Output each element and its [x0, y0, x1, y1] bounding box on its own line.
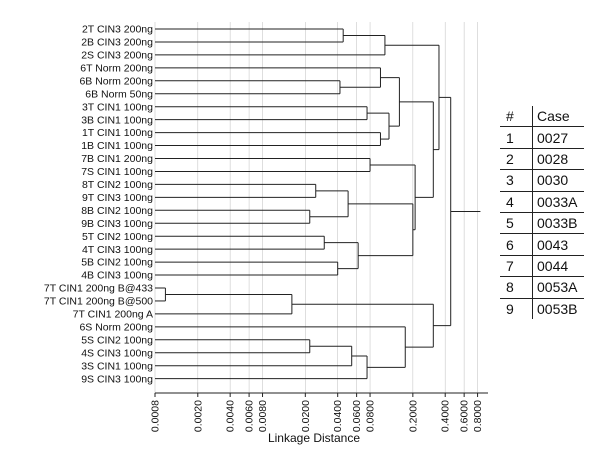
case-number: 9: [500, 298, 533, 319]
case-table-header: # Case: [500, 106, 584, 127]
case-number: 4: [500, 191, 533, 213]
case-id: 0028: [537, 150, 569, 167]
leaf-label: 5T CIN2 100ng: [82, 231, 153, 243]
case-id: 0053A: [537, 279, 578, 296]
x-tick-label: 0.2000: [407, 400, 419, 432]
case-number: 7: [500, 255, 533, 277]
x-tick-label: 0.8000: [472, 400, 484, 432]
leaf-label: 2S CIN3 200ng: [81, 50, 153, 62]
case-row: 7 0044: [500, 255, 584, 277]
x-tick-label: 0.0040: [225, 400, 237, 432]
case-number: 3: [500, 169, 533, 192]
case-id: 0027: [537, 129, 569, 146]
leaf-label: 6B Norm 50ng: [85, 88, 153, 100]
leaf-label: 4B CIN3 100ng: [81, 270, 153, 282]
case-row: 3 0030: [500, 169, 584, 192]
case-id: 0030: [537, 172, 569, 189]
x-tick-labels: 0.0008 0.0020 0.0040 0.0060 0.0080 0.0200 0.04…: [150, 393, 484, 432]
leaf-label: 4T CIN3 100ng: [82, 244, 153, 256]
leaf-label: 7S CIN1 100ng: [81, 166, 153, 178]
x-tick-label: 0.0020: [192, 400, 204, 432]
case-legend-table: # Case 1 0027 2 0028 3 0030 4 0033A 5 0033B 6 0043 7…: [500, 106, 584, 319]
leaf-label: 5S CIN2 100ng: [81, 334, 153, 346]
leaf-label: 3T CIN1 100ng: [82, 101, 153, 113]
leaf-label: 7T CIN1 200ng B@500: [44, 296, 153, 308]
case-row: 8 0053A: [500, 276, 584, 299]
x-tick-label: 0.0200: [300, 400, 312, 432]
x-tick-label: 0.4000: [440, 400, 452, 432]
case-number: 8: [500, 276, 533, 299]
leaf-label: 7T CIN1 200ng B@433: [44, 283, 153, 295]
leaf-label: 6S Norm 200ng: [79, 321, 153, 333]
case-row: 5 0033B: [500, 212, 584, 234]
leaf-label: 2B CIN3 200ng: [81, 37, 153, 49]
x-axis-title: Linkage Distance: [268, 431, 360, 445]
dendrogram-links: [155, 28, 481, 380]
case-row: 4 0033A: [500, 191, 584, 213]
leaf-label: 3B CIN1 100ng: [81, 114, 153, 126]
leaf-label: 4S CIN3 100ng: [81, 347, 153, 359]
case-row: 1 0027: [500, 126, 584, 149]
case-id-header: Case: [537, 108, 570, 125]
case-number: 5: [500, 212, 533, 234]
grid-lines: [154, 22, 488, 394]
x-tick-label: 0.0008: [150, 400, 162, 432]
case-id: 0033B: [537, 215, 578, 232]
x-tick-label: 0.0400: [332, 400, 344, 432]
case-id: 0053B: [537, 300, 578, 317]
case-number: 6: [500, 233, 533, 256]
x-tick-label: 0.0080: [257, 400, 269, 432]
leaf-label: 6B Norm 200ng: [79, 75, 153, 87]
leaf-label: 5B CIN2 100ng: [81, 257, 153, 269]
case-id: 0044: [537, 257, 569, 274]
leaf-label: 1B CIN1 100ng: [81, 140, 153, 152]
leaf-label: 9S CIN3 100ng: [81, 373, 153, 385]
leaf-label: 8T CIN2 100ng: [82, 179, 153, 191]
case-number: 2: [500, 148, 533, 170]
x-tick-label: 0.0600: [351, 400, 363, 432]
leaf-label: 9B CIN3 100ng: [81, 218, 153, 230]
case-row: 9 0053B: [500, 298, 584, 319]
leaf-label: 1T CIN1 100ng: [82, 127, 153, 139]
leaf-label: 9T CIN3 100ng: [82, 192, 153, 204]
x-tick-label: 0.0800: [365, 400, 377, 432]
leaf-label: 6T Norm 200ng: [80, 62, 153, 74]
case-number: 1: [500, 126, 533, 149]
leaf-label: 7B CIN1 200ng: [81, 153, 153, 165]
case-number-header: #: [500, 106, 533, 127]
leaf-label: 7T CIN1 200ng A: [73, 309, 153, 321]
case-row: 6 0043: [500, 233, 584, 256]
leaf-label: 2T CIN3 200ng: [82, 24, 153, 36]
case-id: 0043: [537, 236, 569, 253]
leaf-label: 8B CIN2 100ng: [81, 205, 153, 217]
x-tick-label: 0.6000: [459, 400, 471, 432]
case-id: 0033A: [537, 193, 578, 210]
x-tick-label: 0.0060: [244, 400, 256, 432]
case-row: 2 0028: [500, 148, 584, 170]
leaf-label: 3S CIN1 100ng: [81, 360, 153, 372]
